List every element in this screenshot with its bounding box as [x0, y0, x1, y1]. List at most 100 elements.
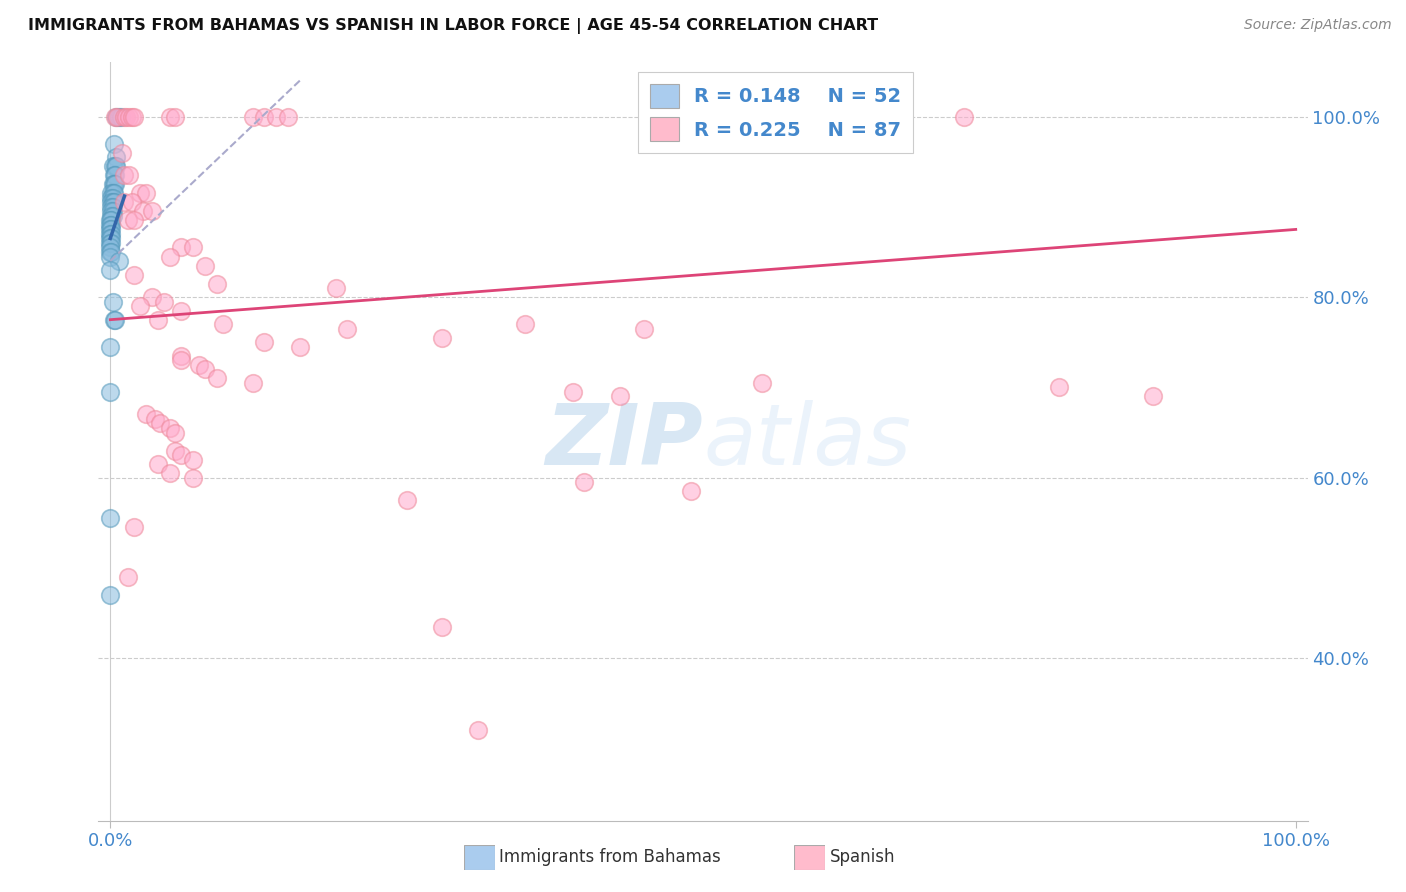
Point	[212, 317, 235, 331]
Text: ZIP: ZIP	[546, 400, 703, 483]
Point	[100, 222, 122, 236]
Point	[242, 376, 264, 390]
Point	[98, 263, 121, 277]
Point	[288, 340, 311, 354]
Text: Source: ZipAtlas.com: Source: ZipAtlas.com	[1244, 18, 1392, 32]
Point	[98, 340, 121, 354]
Point	[165, 425, 187, 440]
Point	[609, 389, 631, 403]
Point	[98, 235, 121, 250]
Point	[205, 277, 228, 291]
Point	[117, 213, 139, 227]
Point	[194, 259, 217, 273]
Point	[103, 312, 125, 326]
Point	[100, 227, 122, 241]
Point	[141, 204, 163, 219]
Point	[114, 168, 136, 182]
Point	[101, 186, 124, 201]
Point	[105, 159, 128, 173]
Point	[159, 466, 181, 480]
Point	[107, 254, 129, 268]
Point	[104, 159, 127, 173]
Point	[467, 723, 489, 738]
Point	[114, 110, 136, 124]
Point	[98, 227, 121, 241]
Point	[98, 588, 121, 602]
Point	[432, 331, 454, 345]
Point	[98, 240, 121, 254]
Point	[146, 457, 169, 471]
Point	[165, 110, 187, 124]
Point	[100, 191, 122, 205]
Point	[122, 268, 145, 282]
Point	[98, 231, 121, 245]
Point	[100, 209, 122, 223]
Point	[952, 110, 974, 124]
Point	[103, 195, 125, 210]
Text: IMMIGRANTS FROM BAHAMAS VS SPANISH IN LABOR FORCE | AGE 45-54 CORRELATION CHART: IMMIGRANTS FROM BAHAMAS VS SPANISH IN LA…	[28, 18, 879, 34]
Point	[1142, 389, 1164, 403]
Point	[170, 448, 193, 462]
Point	[165, 443, 187, 458]
Point	[104, 110, 127, 124]
Point	[105, 150, 128, 164]
Point	[277, 110, 299, 124]
Point	[135, 408, 157, 422]
Point	[205, 371, 228, 385]
Point	[101, 159, 124, 173]
Point	[104, 168, 127, 182]
Point	[121, 110, 143, 124]
Point	[104, 178, 127, 192]
Point	[242, 110, 264, 124]
Point	[181, 470, 204, 484]
Point	[181, 452, 204, 467]
Point	[1047, 380, 1070, 394]
Point	[170, 240, 193, 254]
Point	[101, 204, 124, 219]
Point	[100, 204, 122, 219]
Point	[135, 186, 157, 201]
Point	[103, 136, 125, 151]
Point	[751, 376, 773, 390]
Point	[114, 195, 136, 210]
Point	[101, 209, 124, 223]
Y-axis label: In Labor Force | Age 45-54: In Labor Force | Age 45-54	[0, 332, 8, 551]
Point	[117, 570, 139, 584]
Point	[104, 312, 127, 326]
Point	[98, 222, 121, 236]
Point	[121, 195, 143, 210]
Point	[100, 218, 122, 232]
Point	[101, 200, 124, 214]
Point	[141, 290, 163, 304]
Point	[561, 384, 583, 399]
Point	[132, 204, 155, 219]
Point	[264, 110, 287, 124]
Point	[574, 475, 596, 490]
Point	[98, 244, 121, 259]
Point	[98, 511, 121, 525]
Point	[101, 294, 124, 309]
Point	[194, 362, 217, 376]
Point	[253, 110, 276, 124]
Point	[253, 335, 276, 350]
Point	[118, 168, 141, 182]
Point	[100, 231, 122, 245]
Point	[100, 186, 122, 201]
Point	[129, 186, 152, 201]
Point	[122, 213, 145, 227]
Point	[633, 322, 655, 336]
Point	[107, 110, 129, 124]
Point	[103, 168, 125, 182]
Point	[101, 178, 124, 192]
Point	[98, 250, 121, 264]
Point	[122, 520, 145, 534]
Point	[129, 299, 152, 313]
Point	[100, 195, 122, 210]
Point	[98, 218, 121, 232]
Point	[869, 110, 891, 124]
Text: Spanish: Spanish	[830, 848, 896, 866]
Point	[122, 110, 145, 124]
Point	[143, 412, 166, 426]
Point	[188, 358, 211, 372]
Point	[159, 110, 181, 124]
